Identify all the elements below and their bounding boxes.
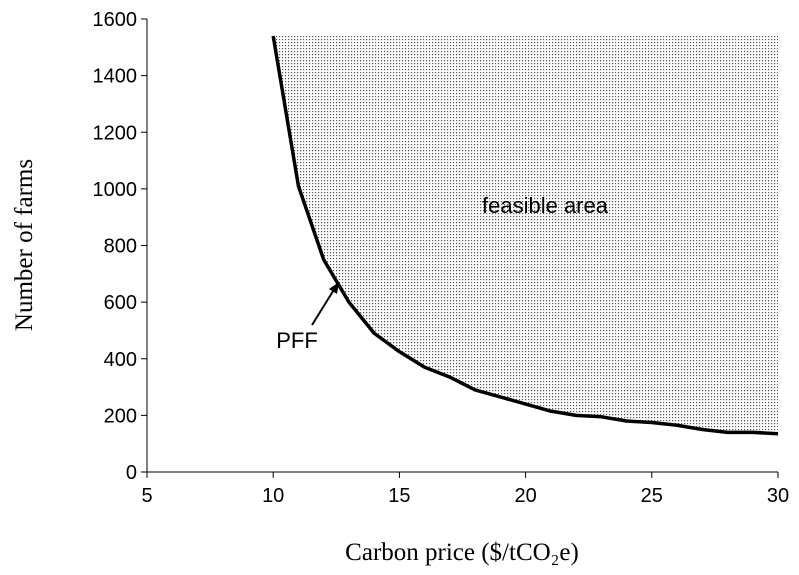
y-tick-label: 0 — [126, 462, 137, 484]
x-axis-title: Carbon price ($/tCO₂e) — [345, 539, 579, 566]
x-tick-label: 25 — [641, 485, 663, 507]
x-tick-label: 20 — [514, 485, 536, 507]
arrow-head — [329, 282, 339, 294]
y-tick-label: 1400 — [93, 66, 138, 88]
x-tick-label: 5 — [141, 485, 152, 507]
y-tick-label: 1000 — [93, 179, 138, 201]
y-tick-label: 1200 — [93, 122, 138, 144]
y-tick-label: 200 — [104, 405, 137, 427]
y-tick-label: 400 — [104, 349, 137, 371]
feasible-area — [273, 35, 778, 434]
annotation: feasible area — [482, 193, 609, 218]
y-tick-label: 800 — [104, 236, 137, 258]
x-tick-label: 10 — [262, 485, 284, 507]
y-tick-label: 1600 — [93, 9, 138, 31]
series-label: PFF — [276, 328, 318, 353]
x-tick-label: 30 — [767, 485, 789, 507]
y-axis-title: Number of farms — [11, 159, 38, 331]
y-tick-label: 600 — [104, 292, 137, 314]
frontier-line — [271, 35, 779, 436]
x-tick-label: 15 — [388, 485, 410, 507]
pointer-arrow — [311, 287, 336, 326]
